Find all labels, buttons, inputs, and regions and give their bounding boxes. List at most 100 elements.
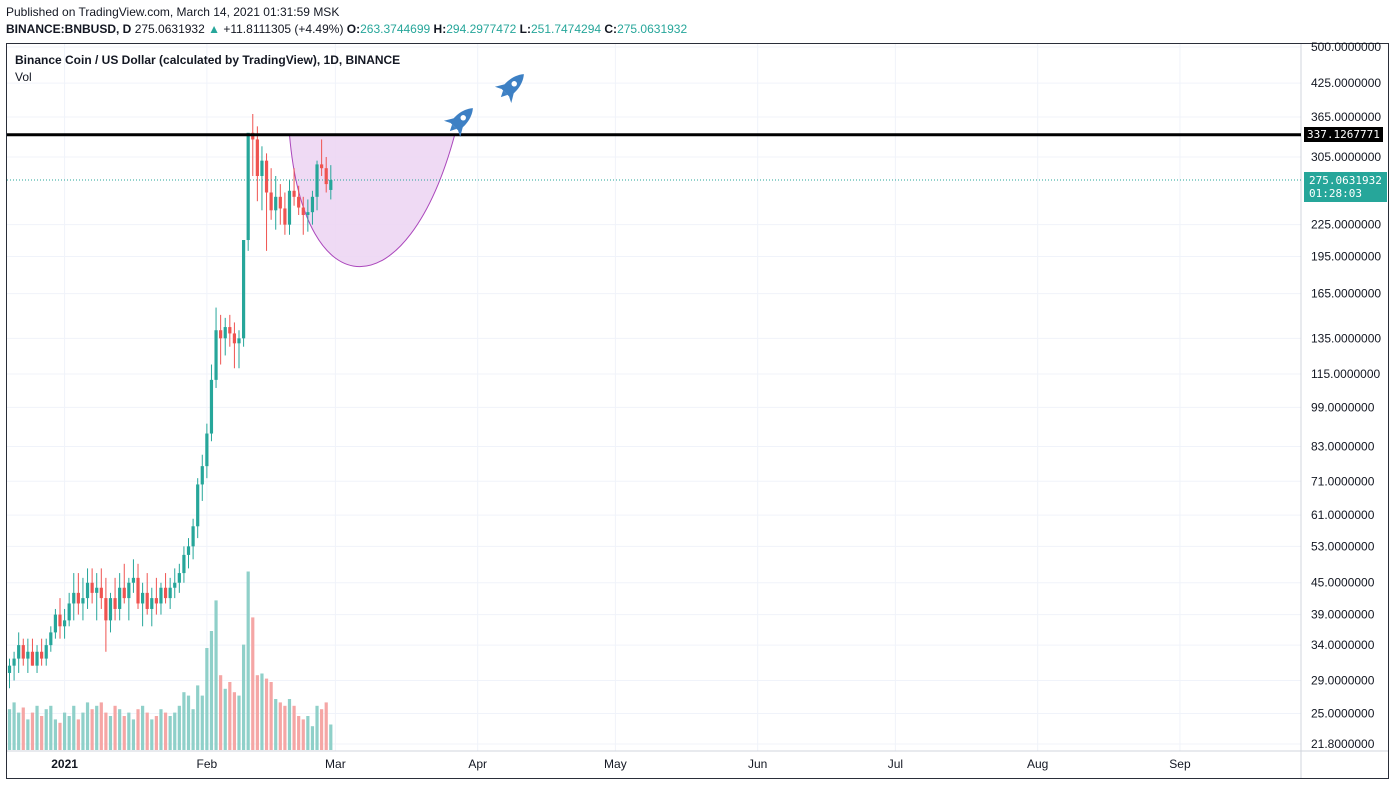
candle-body xyxy=(131,577,136,583)
volume-bar xyxy=(108,716,113,750)
countdown-value: 01:28:03 xyxy=(1309,187,1362,200)
candle-body xyxy=(40,651,44,659)
volume-bar xyxy=(324,702,328,750)
price-tick-label: 83.0000000 xyxy=(1311,440,1375,454)
candle-body xyxy=(320,164,324,169)
candle-body xyxy=(49,632,53,646)
volume-bar xyxy=(12,702,16,750)
candle-body xyxy=(292,190,296,197)
candle-body xyxy=(30,651,35,666)
volume-bar xyxy=(127,712,131,750)
volume-bar xyxy=(118,709,122,750)
candle-body xyxy=(35,651,39,666)
volume-bar xyxy=(85,702,90,750)
candle-body xyxy=(173,582,177,588)
candle-body xyxy=(232,333,237,344)
volume-bar xyxy=(292,705,296,750)
candle-body xyxy=(205,433,209,467)
price-tick-label: 29.0000000 xyxy=(1311,674,1375,688)
candle-body xyxy=(90,582,94,593)
price-tick-label: 135.0000000 xyxy=(1311,331,1381,345)
volume-bar xyxy=(297,716,301,750)
candle-body xyxy=(58,614,62,627)
price-tick-label: 53.0000000 xyxy=(1311,539,1375,553)
candle-body xyxy=(168,587,172,599)
volume-bar xyxy=(237,695,241,750)
candle-body xyxy=(246,132,250,241)
volume-bar xyxy=(21,707,25,750)
volume-bar xyxy=(329,724,333,750)
ohlc-bar: BINANCE:BNBUSD, D 275.0631932 ▲ +11.8111… xyxy=(6,22,687,36)
candle-body xyxy=(145,592,149,609)
volume-bar xyxy=(67,716,71,750)
low-value: 251.7474294 xyxy=(530,22,602,36)
volume-bar xyxy=(150,719,154,750)
volume-bar xyxy=(177,705,181,750)
volume-bar xyxy=(196,685,200,750)
candle-body xyxy=(228,327,232,334)
rocket-icon xyxy=(494,74,524,104)
volume-bar xyxy=(7,709,12,750)
volume-bar xyxy=(95,705,99,750)
volume-bar xyxy=(205,648,209,750)
volume-bar xyxy=(62,712,67,750)
cup-shape[interactable] xyxy=(288,134,456,268)
candle-body xyxy=(177,573,181,583)
volume-bar xyxy=(251,617,255,750)
volume-bar xyxy=(232,692,237,750)
candle-body xyxy=(118,587,122,609)
volume-bar xyxy=(58,722,62,750)
volume-bar xyxy=(264,678,269,750)
candle-body xyxy=(136,577,140,604)
volume-bar xyxy=(154,716,158,750)
high-label: H: xyxy=(433,22,447,36)
volume-bar xyxy=(223,688,227,750)
volume-bar xyxy=(44,709,48,750)
series-legend: Binance Coin / US Dollar (calculated by … xyxy=(15,53,401,67)
candle-body xyxy=(17,645,21,659)
volume-bar xyxy=(287,699,292,750)
volume-bar xyxy=(228,682,232,750)
candle-body xyxy=(297,196,301,208)
price-tick-label: 425.0000000 xyxy=(1311,76,1381,90)
price-tick-label: 500.0000000 xyxy=(1311,40,1381,54)
candle-body xyxy=(53,614,57,633)
volume-bar xyxy=(310,726,315,750)
candle-body xyxy=(127,582,131,599)
volume-bar xyxy=(283,705,287,750)
volume-bar xyxy=(315,705,319,750)
price-tick-label: 45.0000000 xyxy=(1311,576,1375,590)
time-tick-label: 2021 xyxy=(51,757,78,771)
time-tick-label: Sep xyxy=(1169,757,1191,771)
volume-bar xyxy=(320,709,324,750)
candle-body xyxy=(196,484,200,527)
volume-bar xyxy=(173,712,177,750)
rocket-icon xyxy=(443,108,473,138)
volume-bar xyxy=(141,705,145,750)
price-tick-label: 39.0000000 xyxy=(1311,608,1375,622)
close-value: 275.0631932 xyxy=(617,22,688,36)
candle-body xyxy=(287,190,292,225)
candle-body xyxy=(214,330,218,380)
price-tick-label: 21.8000000 xyxy=(1311,737,1375,751)
price-tick-label: 34.0000000 xyxy=(1311,638,1375,652)
horizontal-line-price-tag: 337.1267771 xyxy=(1304,126,1383,142)
candle-body xyxy=(44,645,48,659)
candle-body xyxy=(141,592,145,604)
candle-body xyxy=(301,207,305,215)
published-text: Published on TradingView.com, March 14, … xyxy=(6,5,340,19)
candle-body xyxy=(255,139,259,177)
volume-bar xyxy=(214,600,218,750)
candle-body xyxy=(62,620,67,627)
open-value: 263.3744699 xyxy=(360,22,431,36)
candle-body xyxy=(21,645,25,659)
candle-body xyxy=(209,379,214,434)
price-change: +11.8111305 (+4.49%) xyxy=(223,22,344,36)
candle-body xyxy=(150,598,154,609)
chart-frame[interactable] xyxy=(6,43,1389,779)
candle-body xyxy=(241,240,246,339)
candle-body xyxy=(159,587,163,604)
volume-legend: Vol xyxy=(15,70,32,84)
price-tick-label: 99.0000000 xyxy=(1311,400,1375,414)
